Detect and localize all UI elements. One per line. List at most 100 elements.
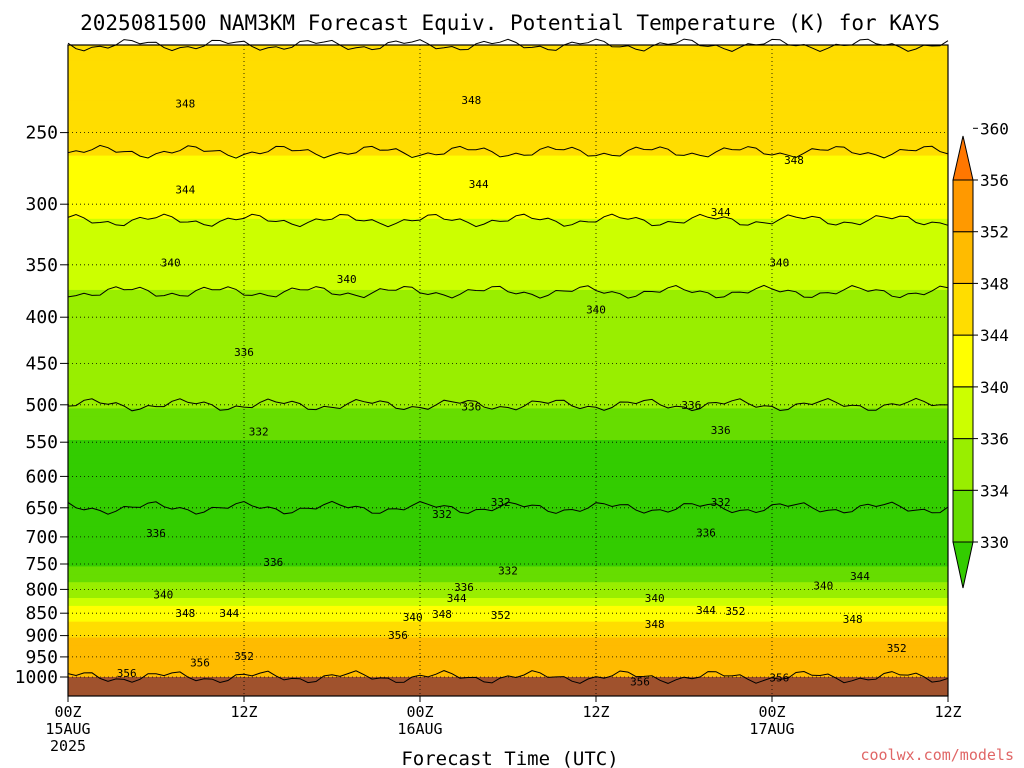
field-band: [68, 60, 948, 70]
contour-label: 332: [249, 425, 269, 438]
field-band: [68, 226, 948, 236]
contour-label: 336: [263, 556, 283, 569]
colorbar-label: 330: [980, 533, 1009, 552]
field-band: [68, 266, 948, 275]
field-band: [68, 329, 948, 338]
credit-link[interactable]: coolwx.com/models: [860, 746, 1014, 764]
x-tick-label: 16AUG: [397, 720, 442, 738]
colorbar-label: 356: [980, 171, 1009, 190]
contour-label: 340: [586, 303, 606, 316]
contour-label: 336: [146, 527, 166, 540]
field-band: [68, 203, 948, 212]
field-band: [68, 669, 948, 678]
field-band: [68, 558, 948, 567]
field-band: [68, 305, 948, 315]
contour-label: 348: [843, 613, 863, 626]
field-band: [68, 218, 948, 228]
colorbar-label: 334: [980, 481, 1009, 500]
y-axis: 2503003504004505005506006507007508008509…: [15, 123, 68, 688]
contour-label: 348: [461, 94, 481, 107]
contour-label: 356: [630, 675, 650, 688]
x-tick-label: 12Z: [230, 703, 257, 721]
contour-label: 344: [469, 178, 489, 191]
field-band: [68, 519, 948, 528]
contour-line: [67, 144, 949, 159]
field-band: [68, 92, 948, 101]
contour-label: 336: [234, 346, 254, 359]
ground-band: [68, 677, 948, 696]
contour-label: 344: [850, 570, 870, 583]
contour-label: 336: [696, 526, 716, 539]
contour-label: 332: [491, 496, 511, 509]
contour-label: 340: [337, 273, 357, 286]
field-band: [68, 52, 948, 62]
field-band: [68, 384, 948, 394]
contour-label: 348: [784, 154, 804, 167]
x-axis-title: Forecast Time (UTC): [401, 748, 618, 768]
contour-label: 344: [175, 184, 195, 197]
field-band: [68, 76, 948, 86]
y-tick-label: 450: [25, 353, 58, 374]
field-band: [68, 432, 948, 441]
y-tick-label: 500: [25, 395, 58, 416]
colorbar-segment: [952, 282, 974, 336]
field-band: [68, 582, 948, 591]
contour-line: [67, 500, 949, 515]
y-tick-label: 300: [25, 194, 58, 215]
field-band: [68, 463, 948, 473]
x-tick-label: 17AUG: [749, 720, 794, 738]
field-band: [68, 163, 948, 172]
y-tick-label: 1000: [15, 667, 58, 688]
field-band: [68, 645, 948, 654]
field-band: [68, 234, 948, 244]
field-band: [68, 613, 948, 623]
x-tick-label: 2025: [50, 737, 86, 755]
x-tick-label: 12Z: [582, 703, 609, 721]
y-tick-label: 800: [25, 579, 58, 600]
x-tick-label: 00Z: [54, 703, 81, 721]
contour-label: 352: [491, 609, 511, 622]
contour-label: 352: [725, 605, 745, 618]
field-band: [68, 124, 948, 133]
field-band: [68, 345, 948, 354]
y-tick-label: 350: [25, 255, 58, 276]
contour-line: [67, 670, 949, 684]
y-tick-label: 750: [25, 554, 58, 575]
field-band: [68, 392, 948, 402]
field-band: [68, 45, 948, 54]
colorbar-segment: [952, 489, 974, 543]
field-band: [68, 455, 948, 465]
contour-label: 348: [645, 618, 665, 631]
colorbar-segment: [952, 231, 974, 284]
colorbar-label: 360: [980, 119, 1009, 138]
field-band: [68, 605, 948, 615]
field-band: [68, 68, 948, 78]
field-band: [68, 187, 948, 196]
field-band: [68, 147, 948, 157]
contour-label: 340: [813, 579, 833, 592]
contour-label: 332: [711, 496, 731, 509]
contour-label: 344: [696, 604, 716, 617]
field-band: [68, 408, 948, 417]
colorbar: 330 334 336 340 344 348 352 356 360: [952, 119, 1009, 589]
x-tick-label: 00Z: [758, 703, 785, 721]
contour-label: 352: [234, 650, 254, 663]
field-band: [68, 511, 948, 520]
colorbar-label: 336: [980, 430, 1009, 449]
field-band: [68, 566, 948, 575]
y-tick-label: 400: [25, 307, 58, 328]
contour-label: 344: [447, 592, 467, 605]
contour-label: 356: [769, 671, 789, 684]
x-tick-label: 12Z: [934, 703, 961, 721]
field-band: [68, 289, 948, 299]
contour-line: [67, 213, 949, 228]
y-tick-label: 600: [25, 466, 58, 487]
contour-label: 340: [161, 257, 181, 270]
colorbar-segment: [952, 438, 974, 491]
contour-label: 336: [454, 581, 474, 594]
field-band: [68, 495, 948, 504]
field-band: [68, 637, 948, 646]
contour-label: 336: [461, 400, 481, 413]
contour-line: [67, 284, 949, 299]
